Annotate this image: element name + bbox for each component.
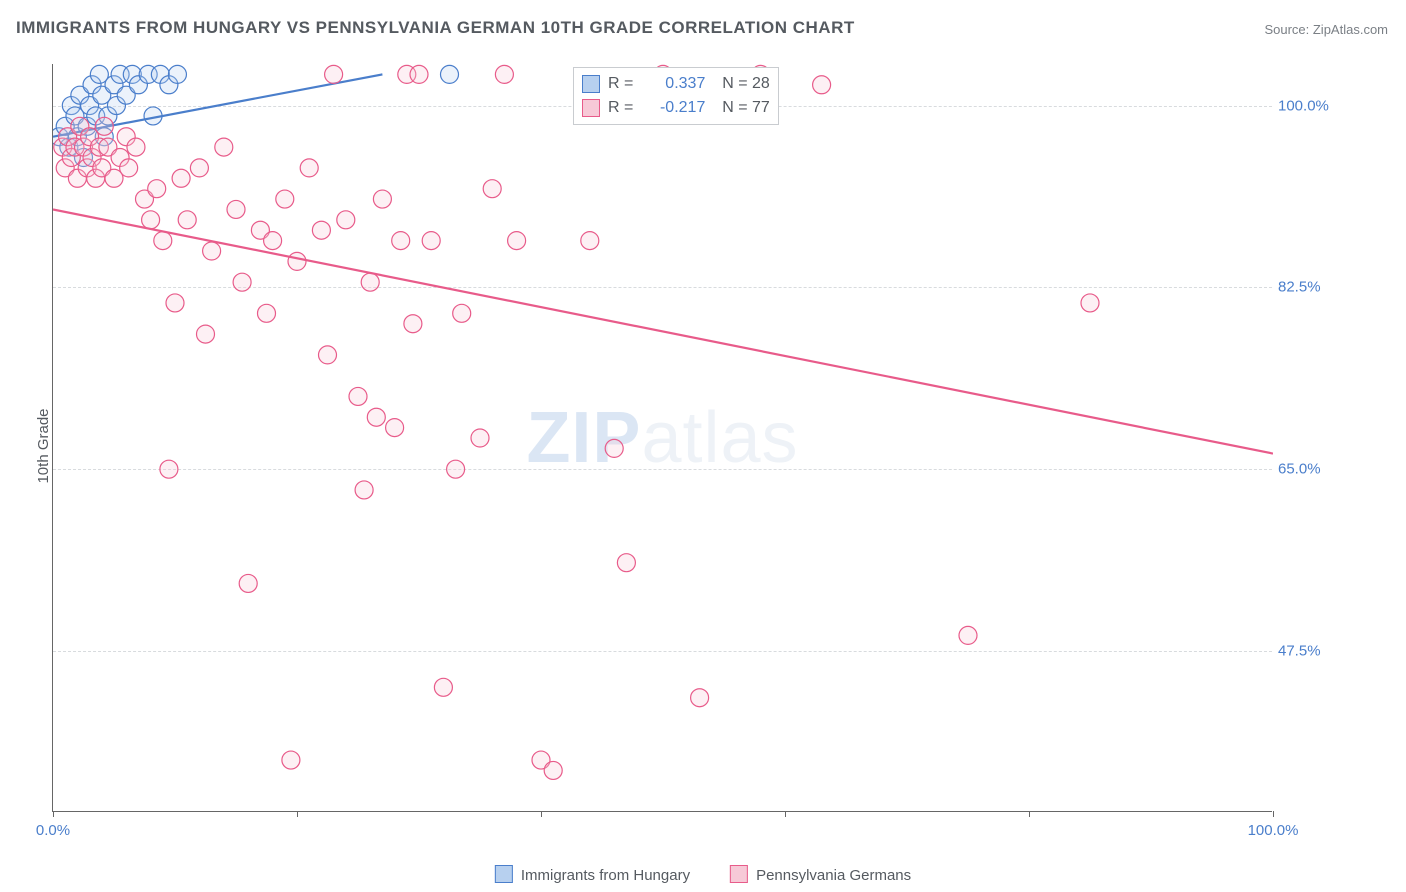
data-point — [410, 65, 428, 83]
data-point — [95, 117, 113, 135]
data-point — [959, 626, 977, 644]
data-point — [434, 678, 452, 696]
data-point — [215, 138, 233, 156]
data-point — [349, 387, 367, 405]
trend-line — [53, 209, 1273, 453]
y-tick-label: 47.5% — [1278, 642, 1368, 659]
data-point — [447, 460, 465, 478]
n-label: N = 28 — [713, 72, 769, 96]
y-tick-label: 82.5% — [1278, 279, 1368, 296]
data-point — [453, 304, 471, 322]
data-point — [276, 190, 294, 208]
data-point — [264, 232, 282, 250]
data-point — [203, 242, 221, 260]
data-point — [168, 65, 186, 83]
data-point — [404, 315, 422, 333]
data-point — [367, 408, 385, 426]
legend-item: Immigrants from Hungary — [495, 865, 690, 884]
legend-swatch — [730, 865, 748, 883]
legend-bottom: Immigrants from Hungary Pennsylvania Germ… — [495, 865, 911, 884]
data-point — [160, 460, 178, 478]
data-point — [386, 419, 404, 437]
x-tick — [1273, 811, 1274, 817]
data-point — [233, 273, 251, 291]
data-point — [495, 65, 513, 83]
data-point — [441, 65, 459, 83]
legend-swatch — [582, 99, 600, 117]
chart-svg — [53, 64, 1273, 812]
legend-item: Pennsylvania Germans — [730, 865, 911, 884]
r-label: R = — [608, 96, 633, 120]
data-point — [300, 159, 318, 177]
legend-label: Immigrants from Hungary — [521, 867, 690, 884]
legend-swatch — [582, 75, 600, 93]
data-point — [258, 304, 276, 322]
data-point — [361, 273, 379, 291]
r-value: 0.337 — [641, 72, 705, 96]
data-point — [605, 439, 623, 457]
data-point — [617, 554, 635, 572]
data-point — [282, 751, 300, 769]
data-point — [166, 294, 184, 312]
plot-area: ZIPatlas 47.5%65.0%82.5%100.0%0.0%100.0%… — [52, 64, 1272, 812]
data-point — [312, 221, 330, 239]
x-tick-label: 0.0% — [36, 822, 70, 839]
y-tick-label: 65.0% — [1278, 461, 1368, 478]
data-point — [471, 429, 489, 447]
x-tick-label: 100.0% — [1248, 822, 1299, 839]
data-point — [1081, 294, 1099, 312]
data-point — [288, 252, 306, 270]
data-point — [227, 200, 245, 218]
chart-container: IMMIGRANTS FROM HUNGARY VS PENNSYLVANIA … — [0, 0, 1406, 892]
data-point — [190, 159, 208, 177]
y-axis-label: 10th Grade — [35, 408, 52, 483]
y-tick-label: 100.0% — [1278, 97, 1368, 114]
data-point — [120, 159, 138, 177]
legend-swatch — [495, 865, 513, 883]
data-point — [483, 180, 501, 198]
data-point — [581, 232, 599, 250]
r-value: -0.217 — [641, 96, 705, 120]
data-point — [239, 574, 257, 592]
data-point — [142, 211, 160, 229]
data-point — [392, 232, 410, 250]
data-point — [508, 232, 526, 250]
data-point — [148, 180, 166, 198]
data-point — [319, 346, 337, 364]
data-point — [325, 65, 343, 83]
data-point — [373, 190, 391, 208]
data-point — [544, 761, 562, 779]
r-label: R = — [608, 72, 633, 96]
data-point — [127, 138, 145, 156]
stats-row: R = 0.337 N = 28 — [582, 72, 770, 96]
data-point — [691, 689, 709, 707]
source-label: Source: ZipAtlas.com — [1264, 22, 1388, 37]
n-label: N = 77 — [713, 96, 769, 120]
data-point — [154, 232, 172, 250]
chart-title: IMMIGRANTS FROM HUNGARY VS PENNSYLVANIA … — [16, 18, 855, 38]
data-point — [178, 211, 196, 229]
data-point — [172, 169, 190, 187]
stats-row: R = -0.217 N = 77 — [582, 96, 770, 120]
legend-label: Pennsylvania Germans — [756, 867, 911, 884]
data-point — [355, 481, 373, 499]
stats-box: R = 0.337 N = 28 R = -0.217 N = 77 — [573, 67, 779, 125]
data-point — [422, 232, 440, 250]
data-point — [337, 211, 355, 229]
data-point — [197, 325, 215, 343]
data-point — [813, 76, 831, 94]
